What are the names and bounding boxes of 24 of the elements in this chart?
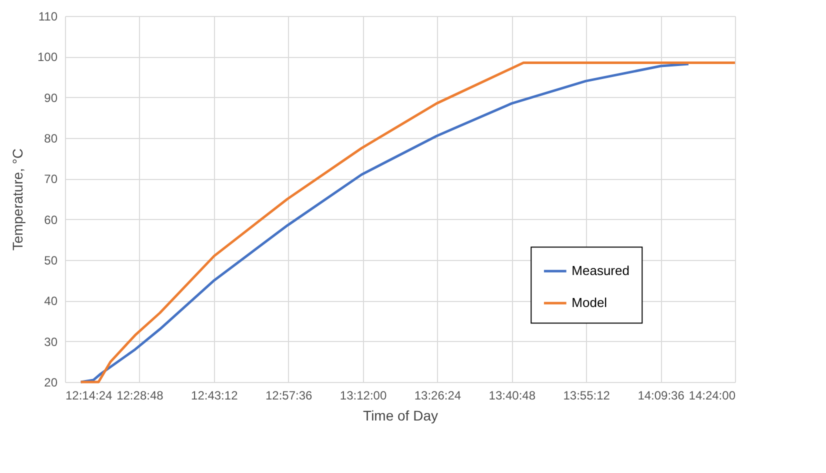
y-tick-label: 100 <box>37 50 58 64</box>
x-tick-label: 13:40:48 <box>488 388 536 402</box>
x-axis-title: Time of Day <box>363 408 438 424</box>
y-tick-label: 40 <box>44 294 58 308</box>
y-tick-label: 60 <box>44 212 58 227</box>
x-tick-label: 12:14:24 <box>66 388 113 402</box>
y-tick-label: 50 <box>44 254 58 268</box>
x-tick-label: 13:55:12 <box>563 388 610 402</box>
x-tick-label: 14:09:36 <box>638 388 685 402</box>
x-tick-label: 14:24:00 <box>688 388 736 402</box>
legend-label: Measured <box>572 263 630 278</box>
y-tick-label: 80 <box>44 132 58 146</box>
legend-label: Model <box>572 295 608 310</box>
x-tick-label: 12:57:36 <box>265 388 313 402</box>
x-tick-label: 13:12:00 <box>340 388 387 402</box>
x-tick-label: 13:26:24 <box>414 388 462 402</box>
y-axis-title: Temperature, °C <box>9 148 26 251</box>
x-tick-label: 12:43:12 <box>191 388 238 402</box>
y-tick-label: 20 <box>44 376 58 390</box>
y-tick-label: 110 <box>38 10 58 24</box>
y-tick-label: 30 <box>44 334 58 349</box>
y-tick-label: 90 <box>44 90 58 105</box>
y-tick-label: 70 <box>44 172 58 186</box>
x-tick-label: 12:28:48 <box>116 388 164 402</box>
